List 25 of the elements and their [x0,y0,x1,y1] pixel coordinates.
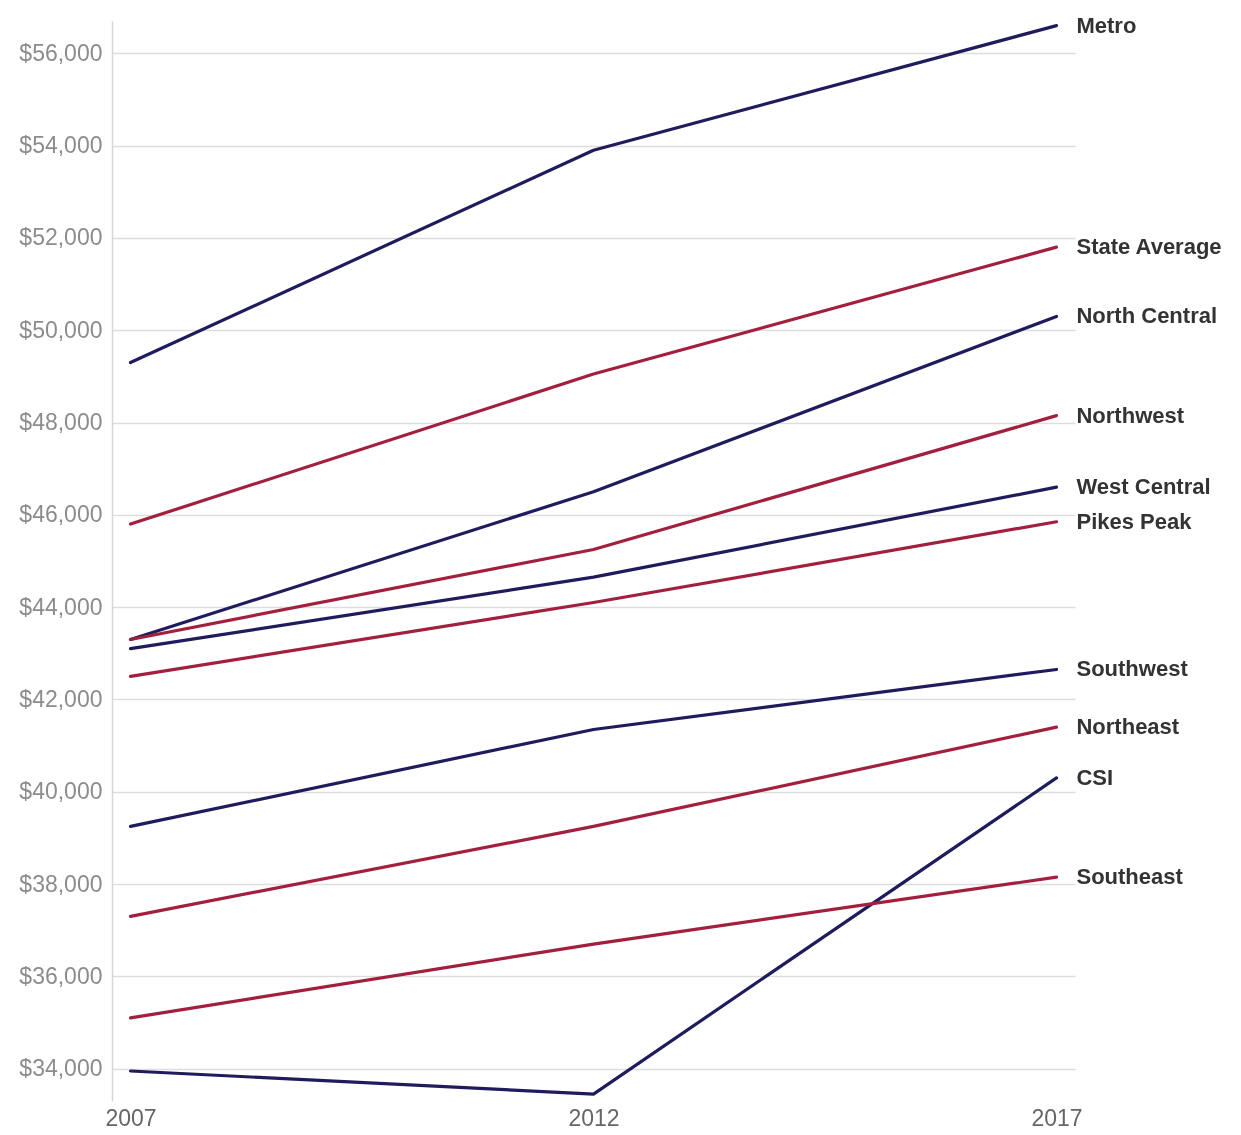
y-tick-label: $44,000 [19,593,103,620]
y-tick-label: $46,000 [19,501,103,528]
series-label: Northwest [1076,402,1185,428]
series-label: Southwest [1076,656,1189,682]
y-tick-label: $38,000 [19,870,103,897]
x-tick-label: 2017 [1031,1104,1083,1131]
series-label: West Central [1076,474,1211,500]
series-label: CSI [1076,764,1114,790]
y-tick-label: $48,000 [19,409,103,436]
series-label: Southeast [1076,864,1184,890]
y-tick-label: $42,000 [19,685,103,712]
y-tick-label: $34,000 [19,1055,103,1082]
x-tick-label: 2012 [568,1104,620,1131]
series-label: North Central [1076,303,1218,329]
series-label: Pikes Peak [1076,508,1193,534]
y-tick-label: $40,000 [19,778,103,805]
series-label: Northeast [1076,714,1180,740]
x-tick-label: 2007 [105,1104,157,1131]
y-tick-label: $56,000 [19,39,103,66]
y-tick-label: $50,000 [19,316,103,343]
y-tick-label: $54,000 [19,132,103,159]
y-tick-label: $36,000 [19,962,103,989]
series-label: Metro [1076,12,1137,38]
y-tick-label: $52,000 [19,224,103,251]
series-label: State Average [1076,234,1222,260]
